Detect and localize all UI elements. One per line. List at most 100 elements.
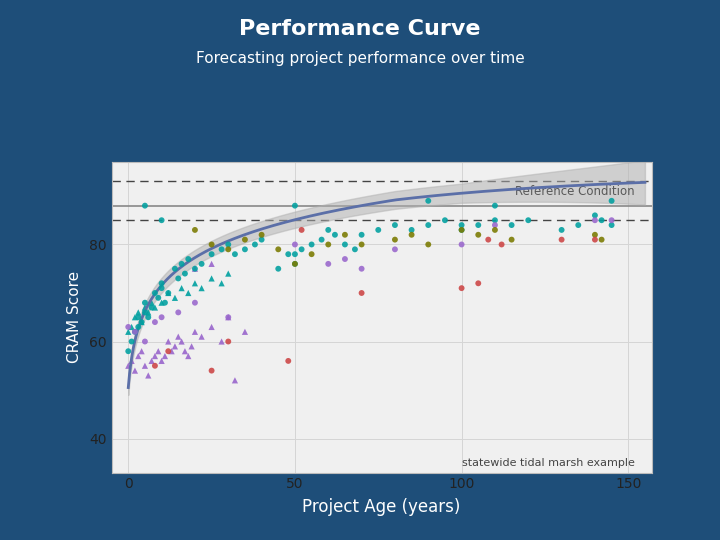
Point (149, 361, 161, 370)
Point (149, 303, 161, 312)
Point (196, 332, 207, 341)
Point (390, 245, 401, 254)
Point (139, 308, 150, 317)
Point (289, 260, 301, 268)
Point (589, 235, 600, 244)
Point (196, 260, 207, 268)
Point (356, 289, 367, 298)
Point (143, 371, 154, 380)
Point (390, 235, 401, 244)
Point (122, 361, 134, 370)
Point (182, 352, 194, 360)
Point (143, 308, 154, 317)
Point (372, 226, 384, 234)
Point (229, 250, 240, 259)
Point (146, 356, 158, 365)
Point (206, 274, 217, 283)
Point (169, 294, 181, 302)
Point (206, 260, 217, 268)
Point (472, 231, 484, 239)
Point (169, 342, 181, 350)
Point (189, 265, 201, 273)
Point (606, 197, 617, 205)
Point (153, 294, 164, 302)
Point (289, 240, 301, 249)
Point (472, 221, 484, 230)
Point (406, 226, 418, 234)
X-axis label: Project Age (years): Project Age (years) (302, 498, 461, 516)
Point (496, 240, 508, 249)
Point (132, 322, 144, 331)
Point (126, 356, 138, 365)
Point (296, 245, 307, 254)
Point (139, 361, 150, 370)
Point (316, 235, 328, 244)
Point (149, 318, 161, 326)
Point (249, 240, 261, 249)
Point (222, 313, 234, 321)
Point (156, 313, 167, 321)
Point (472, 279, 484, 288)
Point (556, 226, 567, 234)
Point (163, 337, 174, 346)
Point (329, 231, 341, 239)
Point (339, 231, 351, 239)
Point (163, 289, 174, 298)
Point (139, 299, 150, 307)
Point (256, 235, 267, 244)
Point (423, 197, 434, 205)
Point (156, 299, 167, 307)
Point (159, 352, 171, 360)
Point (122, 347, 134, 355)
Point (406, 231, 418, 239)
Point (189, 299, 201, 307)
Point (239, 235, 251, 244)
Point (282, 250, 294, 259)
Point (159, 299, 171, 307)
Point (146, 299, 158, 307)
Point (179, 347, 191, 355)
Point (556, 235, 567, 244)
Point (222, 269, 234, 278)
Point (129, 327, 140, 336)
Point (456, 284, 467, 293)
Point (176, 284, 187, 293)
Point (139, 201, 150, 210)
Point (523, 216, 534, 225)
Point (206, 366, 217, 375)
Point (156, 216, 167, 225)
Point (222, 337, 234, 346)
Point (179, 269, 191, 278)
Point (289, 201, 301, 210)
Point (489, 201, 500, 210)
Point (306, 240, 318, 249)
Point (176, 337, 187, 346)
Point (122, 322, 134, 331)
Point (173, 308, 184, 317)
Point (186, 342, 197, 350)
Point (173, 332, 184, 341)
Point (132, 308, 144, 317)
Point (176, 260, 187, 268)
Point (339, 240, 351, 249)
Point (272, 265, 284, 273)
Point (206, 322, 217, 331)
Text: Performance Curve: Performance Curve (239, 19, 481, 39)
Point (589, 211, 600, 220)
Point (182, 255, 194, 264)
Point (173, 274, 184, 283)
Point (356, 240, 367, 249)
Point (163, 347, 174, 355)
Point (229, 376, 240, 384)
Point (506, 235, 518, 244)
Point (423, 221, 434, 230)
Point (129, 366, 140, 375)
Point (282, 356, 294, 365)
Text: Reference Condition: Reference Condition (516, 185, 635, 198)
Point (606, 216, 617, 225)
Point (390, 221, 401, 230)
Text: statewide tidal marsh example: statewide tidal marsh example (462, 457, 635, 468)
Y-axis label: CRAM Score: CRAM Score (67, 271, 82, 363)
Point (239, 327, 251, 336)
Point (189, 327, 201, 336)
